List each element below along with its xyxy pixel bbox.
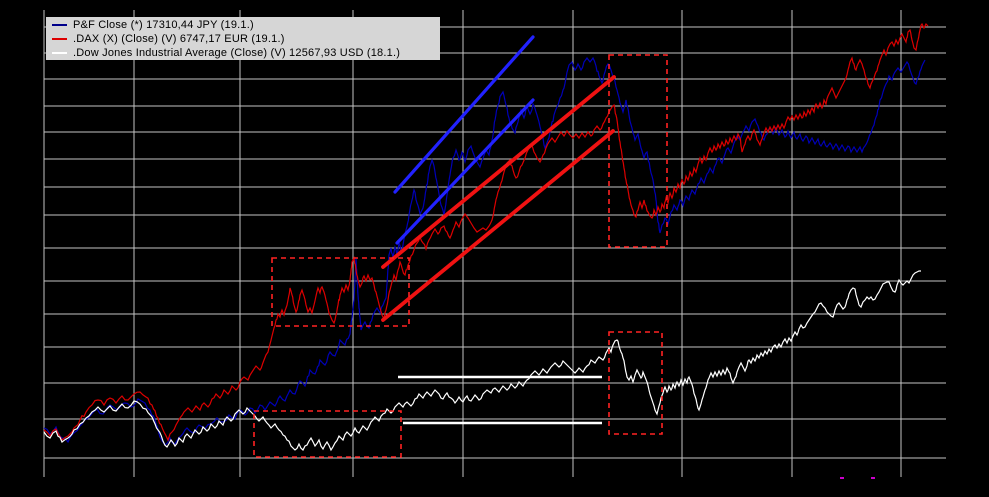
box-top-crash <box>608 54 668 248</box>
blue-channel-lower <box>395 98 535 245</box>
red-channel-lower <box>381 129 615 322</box>
box-dow-correction <box>608 331 663 435</box>
dax-line-swatch-icon <box>52 38 67 40</box>
legend-item-dow[interactable]: .Dow Jones Industrial Average (Close) (V… <box>52 46 440 60</box>
legend-label-dax: .DAX (X) (Close) (V) 6747,17 EUR (19.1.) <box>73 33 285 45</box>
series-line-dow-jones-close <box>43 270 921 452</box>
series-line-dax-close <box>43 22 929 442</box>
legend-label-nikkei: P&F Close (*) 17310,44 JPY (19.1.) <box>73 19 254 31</box>
axis-marker <box>840 477 844 479</box>
blue-channel-upper <box>393 35 535 194</box>
series-line-nikkei-pf-close <box>43 56 926 446</box>
legend: P&F Close (*) 17310,44 JPY (19.1.) .DAX … <box>46 17 440 60</box>
trendlines <box>381 35 616 322</box>
axis-markers <box>840 477 875 479</box>
axis-marker <box>871 477 875 479</box>
annotation-boxes <box>253 54 668 458</box>
nikkei-line-swatch-icon <box>52 24 67 26</box>
series-lines <box>43 22 929 452</box>
legend-label-dow: .Dow Jones Industrial Average (Close) (V… <box>73 47 401 59</box>
legend-item-dax[interactable]: .DAX (X) (Close) (V) 6747,17 EUR (19.1.) <box>52 32 440 46</box>
gridlines <box>43 10 946 477</box>
support-lines <box>398 375 602 425</box>
legend-item-nikkei[interactable]: P&F Close (*) 17310,44 JPY (19.1.) <box>52 18 440 32</box>
red-channel-upper <box>381 75 616 269</box>
dow-line-swatch-icon <box>52 52 67 54</box>
box-dow-base <box>253 410 402 458</box>
box-dax-consolidation <box>271 257 410 327</box>
